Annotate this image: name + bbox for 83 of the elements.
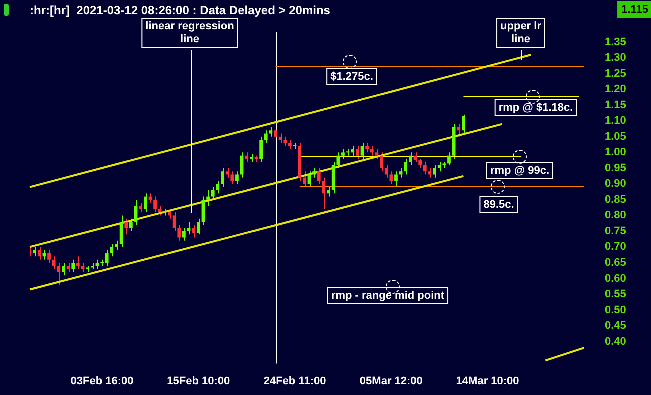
candlestick xyxy=(245,152,249,163)
y-tick-label: 1.00 xyxy=(605,146,626,159)
candlestick xyxy=(462,114,466,134)
candlestick xyxy=(196,218,200,236)
candlestick xyxy=(66,262,70,273)
y-tick-label: 1.20 xyxy=(605,84,626,96)
y-tick-label: 1.15 xyxy=(605,99,626,112)
candlestick xyxy=(236,171,239,185)
candlestick xyxy=(404,158,408,176)
candlestick xyxy=(211,186,215,200)
candlestick xyxy=(52,256,56,270)
candlestick xyxy=(182,228,186,242)
text: 1.115 xyxy=(622,4,648,16)
candlestick xyxy=(48,250,51,264)
candlestick xyxy=(230,171,234,185)
candlestick xyxy=(284,136,288,147)
candlestick xyxy=(394,171,398,188)
y-tick-label: 0.80 xyxy=(605,210,626,222)
candlestick xyxy=(221,168,224,188)
x-tick-label: 05Mar 12:00 xyxy=(360,375,423,388)
annotation: linear regression line xyxy=(146,20,235,46)
candlestick xyxy=(158,206,162,216)
y-tick-label: 0.65 xyxy=(605,257,626,269)
y-tick-label: 0.55 xyxy=(605,288,626,301)
candlestick xyxy=(76,256,80,270)
candlestick xyxy=(130,218,133,232)
candlestick xyxy=(72,259,76,273)
candlestick xyxy=(342,149,345,160)
candlestick xyxy=(356,146,360,160)
y-tick-label: 1.30 xyxy=(605,52,626,64)
ref-line-label: rmp @ 99c. xyxy=(490,165,550,178)
candlestick xyxy=(264,130,268,144)
candlestick xyxy=(115,240,118,251)
candlestick xyxy=(62,262,66,276)
candlestick xyxy=(366,142,370,154)
candlestick xyxy=(288,140,292,150)
x-tick-label: 24Feb 11:00 xyxy=(264,375,326,388)
candlestick xyxy=(124,218,128,236)
y-tick-label: 0.70 xyxy=(605,241,626,254)
candlestick xyxy=(260,136,263,163)
candlestick xyxy=(57,262,61,286)
y-tick-label: 1.25 xyxy=(605,68,626,80)
y-tick-label: 1.10 xyxy=(605,115,626,128)
candlestick xyxy=(448,152,451,166)
y-tick-label: 0.75 xyxy=(605,225,626,238)
candlestick xyxy=(154,196,157,214)
candlestick xyxy=(423,162,427,176)
candlestick xyxy=(317,168,321,185)
x-tick-label: 14Mar 10:00 xyxy=(456,375,520,388)
candlestick xyxy=(327,186,330,198)
y-tick-label: 1.05 xyxy=(605,130,626,143)
candlestick xyxy=(81,262,85,273)
candlestick xyxy=(216,180,220,194)
y-tick-label: 0.95 xyxy=(605,162,626,174)
chart-title: :hr:[hr] 2021-03-12 08:26:00 : Data Delayed > 20mins xyxy=(30,4,331,18)
ref-line-label: 89.5c. xyxy=(484,199,514,212)
ref-line-label: rmp @ $1.18c. xyxy=(498,102,574,114)
annotation: upper lr line xyxy=(500,20,542,46)
candlestick xyxy=(110,244,114,258)
y-tick-label: 0.50 xyxy=(605,304,626,316)
y-tick-label: 0.45 xyxy=(605,320,626,332)
y-tick-label: 0.60 xyxy=(605,272,626,285)
candlestick xyxy=(144,193,148,214)
candlestick xyxy=(38,246,42,260)
y-tick-label: 1.35 xyxy=(605,36,626,48)
ref-line-label: $1.275c. xyxy=(330,71,374,84)
x-tick-label: 03Feb 16:00 xyxy=(70,375,134,388)
candlestick xyxy=(409,152,412,166)
annotation: rmp - range mid point xyxy=(331,290,445,302)
candlestick xyxy=(380,152,384,172)
candlestick xyxy=(192,224,196,238)
y-tick-label: 0.85 xyxy=(605,194,626,206)
candlestick xyxy=(370,146,374,156)
candlestick xyxy=(139,202,143,214)
candlestick xyxy=(433,164,436,178)
y-tick-label: 0.40 xyxy=(605,336,626,348)
candlestick xyxy=(302,171,306,188)
candlestick xyxy=(457,124,461,138)
candlestick xyxy=(206,190,210,207)
candlestick xyxy=(33,246,37,258)
x-tick-label: 15Feb 10:00 xyxy=(167,375,230,388)
y-tick-label: 0.90 xyxy=(605,178,626,190)
candlestick xyxy=(269,126,273,138)
